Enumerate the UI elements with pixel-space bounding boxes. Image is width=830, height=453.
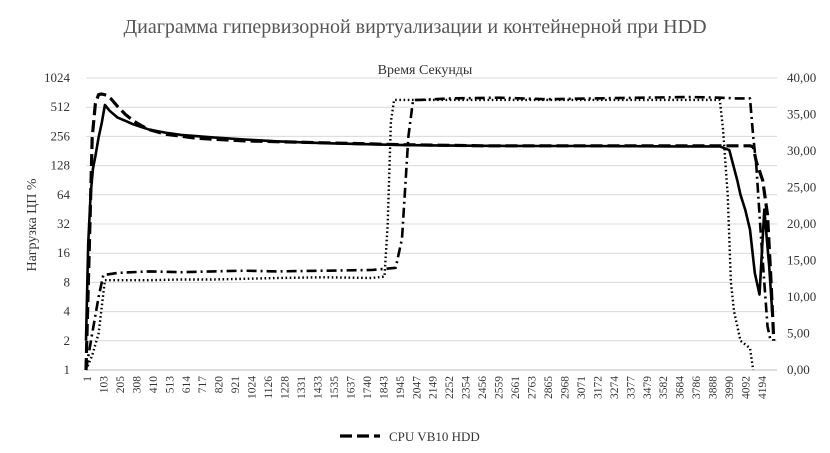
x-tick-label: 103 <box>98 376 110 394</box>
x-tick-label: 2047 <box>411 376 423 399</box>
x-tick-label: 1945 <box>395 376 407 399</box>
y-right-tick-label: 30,00 <box>787 143 816 158</box>
y-right-tick-label: 0,00 <box>787 362 810 377</box>
chart-subtitle: Время Секунды <box>378 63 473 78</box>
x-tick-label: 1331 <box>296 376 308 399</box>
x-tick-label: 1740 <box>362 376 374 399</box>
y-left-tick-label: 32 <box>57 216 70 231</box>
x-tick-label: 3479 <box>642 376 654 399</box>
series-lines <box>84 92 776 371</box>
x-tick-label: 2456 <box>477 376 489 399</box>
x-tick-label: 2559 <box>494 376 506 399</box>
x-tick-label: 3071 <box>576 376 588 399</box>
x-tick-label: 3274 <box>609 376 621 399</box>
y-right-tick-label: 5,00 <box>787 326 810 341</box>
y-left-tick-label: 1024 <box>44 70 71 85</box>
x-tick-label: 3377 <box>625 376 637 399</box>
x-tick-label: 1433 <box>312 376 324 399</box>
y-right-tick-label: 35,00 <box>787 107 816 122</box>
y-right-tick-label: 10,00 <box>787 289 816 304</box>
x-tick-label: 1637 <box>345 376 357 399</box>
x-tick-label: 205 <box>115 376 127 394</box>
series-line-4 <box>84 95 772 371</box>
y-left-ticks: 1 2 4 8 16 32 64 128 256 512 1024 <box>44 70 71 377</box>
x-ticks: 1 103 205 308 410 513 614 717 820 921 1024 1126 1228… <box>82 376 769 399</box>
series-line-3 <box>84 98 755 371</box>
y-left-tick-label: 128 <box>51 158 71 173</box>
y-axis-label: Нагрузка ЦП % <box>25 178 40 271</box>
x-tick-label: 308 <box>131 376 143 394</box>
y-left-tick-label: 16 <box>57 245 71 260</box>
x-tick-label: 3172 <box>592 376 604 399</box>
x-tick-label: 4092 <box>741 376 753 399</box>
y-right-tick-label: 25,00 <box>787 180 816 195</box>
x-tick-label: 1024 <box>247 376 259 399</box>
y-right-tick-label: 40,00 <box>787 70 816 85</box>
y-right-tick-label: 15,00 <box>787 253 816 268</box>
x-tick-label: 1535 <box>329 376 341 399</box>
y-left-tick-label: 64 <box>57 187 71 202</box>
x-tick-label: 2252 <box>444 376 456 399</box>
y-left-tick-label: 1 <box>64 362 71 377</box>
x-tick-label: 513 <box>164 376 176 394</box>
x-tick-label: 2354 <box>461 376 473 399</box>
x-tick-label: 3990 <box>724 376 736 399</box>
x-tick-label: 2865 <box>543 376 555 399</box>
chart-title: Диаграмма гипервизорной виртуализации и … <box>123 16 706 38</box>
y-right-ticks: 0,00 5,00 10,00 15,00 20,00 25,00 30,00 35,00 40… <box>787 70 816 377</box>
x-tick-label: 3786 <box>691 376 703 399</box>
x-tick-label: 921 <box>230 376 242 394</box>
legend: CPU VB10 HDD <box>340 429 480 444</box>
gridlines <box>86 77 777 371</box>
x-tick-label: 2968 <box>559 376 571 399</box>
x-tick-label: 1 <box>82 376 94 382</box>
legend-label: CPU VB10 HDD <box>389 429 480 444</box>
x-tick-label: 820 <box>214 376 226 394</box>
x-tick-label: 717 <box>197 376 209 394</box>
x-tick-label: 2661 <box>510 376 522 399</box>
x-tick-label: 3582 <box>658 376 670 399</box>
x-tick-label: 2149 <box>428 376 440 399</box>
y-left-tick-label: 2 <box>64 333 71 348</box>
y-left-tick-label: 256 <box>51 128 71 143</box>
series-line-2 <box>84 103 774 341</box>
x-tick-label: 1126 <box>263 376 275 399</box>
x-tick-label: 2763 <box>527 376 539 399</box>
x-tick-label: 1843 <box>378 376 390 399</box>
x-tick-label: 614 <box>181 376 193 394</box>
y-left-tick-label: 8 <box>64 274 71 289</box>
y-left-tick-label: 4 <box>64 304 71 319</box>
x-tick-label: 3684 <box>675 376 687 399</box>
y-left-tick-label: 512 <box>51 99 71 114</box>
x-tick-label: 1228 <box>280 376 292 399</box>
y-right-tick-label: 20,00 <box>787 216 816 231</box>
x-tick-label: 410 <box>148 376 160 394</box>
x-tick-label: 3888 <box>708 376 720 399</box>
x-tick-label: 4194 <box>757 376 769 399</box>
